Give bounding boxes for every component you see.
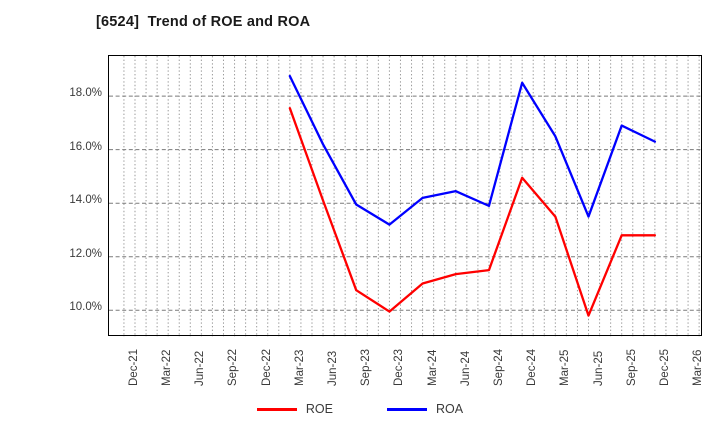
x-tick-label: Dec-25 (658, 348, 671, 386)
legend-label: ROA (436, 402, 464, 416)
x-tick-label: Sep-22 (227, 348, 240, 386)
y-tick-label: 10.0% (69, 301, 102, 314)
x-tick-label: Dec-23 (393, 348, 406, 386)
x-tick-label: Dec-22 (260, 348, 273, 386)
legend-swatch-roe (256, 407, 297, 411)
x-tick-label: Mar-22 (161, 349, 174, 386)
plot-svg (109, 56, 703, 337)
legend-item-roa[interactable]: ROA (387, 402, 463, 416)
chart-title: [6524] Trend of ROE and ROA (96, 14, 311, 30)
x-tick-label: Dec-21 (127, 348, 140, 386)
x-tick-label: Mar-24 (426, 349, 439, 386)
x-tick-label: Jun-24 (459, 350, 472, 386)
legend-swatch-roa (387, 407, 427, 411)
y-tick-label: 12.0% (69, 247, 102, 260)
x-tick-label: Mar-25 (559, 349, 572, 386)
x-tick-label: Jun-23 (327, 350, 340, 386)
x-tick-label: Mar-23 (293, 349, 306, 386)
x-tick-label: Sep-24 (492, 348, 505, 386)
y-tick-label: 16.0% (69, 140, 102, 153)
plot-area (108, 55, 703, 337)
legend-item-roe[interactable]: ROE (256, 402, 333, 416)
y-tick-label: 18.0% (69, 87, 102, 100)
x-tick-label: Mar-26 (692, 349, 705, 386)
chart-legend: ROE ROA (0, 402, 720, 416)
x-tick-label: Jun-25 (592, 350, 605, 386)
x-tick-label: Jun-22 (194, 350, 207, 386)
y-tick-label: 14.0% (69, 194, 102, 207)
x-tick-label: Sep-25 (625, 348, 638, 386)
legend-label: ROE (305, 402, 333, 416)
x-tick-label: Dec-24 (526, 348, 539, 386)
x-tick-label: Sep-23 (360, 348, 373, 386)
series-line-roe (288, 107, 657, 317)
series-line-roa (288, 74, 657, 226)
